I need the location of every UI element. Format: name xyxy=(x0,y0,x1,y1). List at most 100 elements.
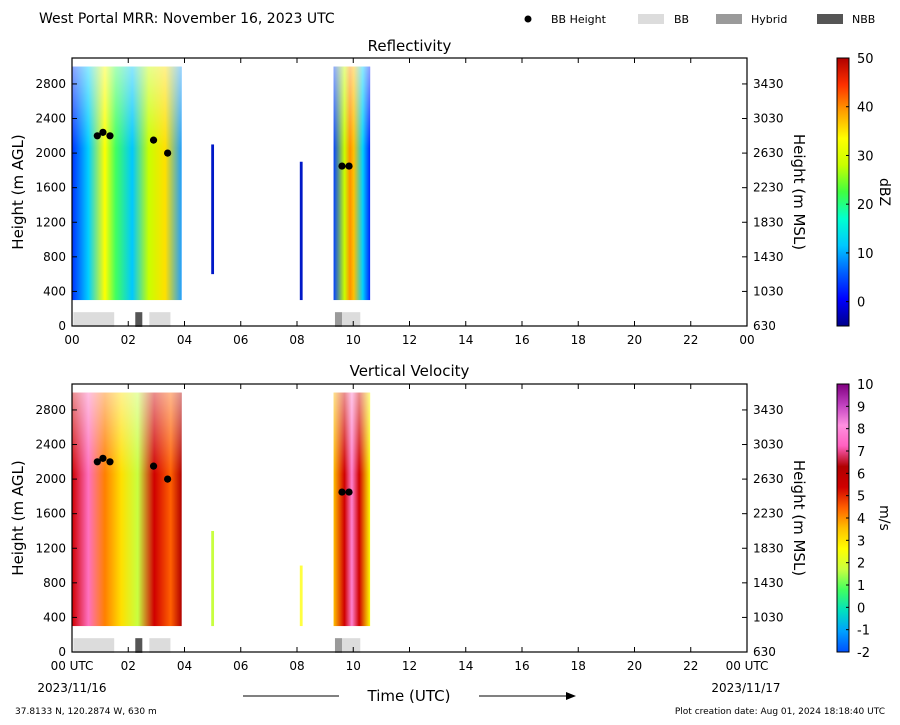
colorbar-tick-label: 30 xyxy=(857,149,874,164)
echo-segment xyxy=(299,161,303,301)
echo-segment-fade xyxy=(72,392,182,627)
legend-bb-swatch xyxy=(638,14,664,24)
bb-height-point xyxy=(99,128,107,136)
bb-type-bar xyxy=(73,638,115,653)
y-right-tick-label: 2630 xyxy=(753,146,784,160)
header-legend: BB Height BB Hybrid NBB xyxy=(524,13,875,26)
y-right-tick-label: 1830 xyxy=(753,541,784,555)
y-right-tick-label: 1030 xyxy=(753,284,784,298)
x-tick-label: 08 xyxy=(289,659,304,673)
bb-height-point xyxy=(106,458,114,466)
x-tick-label: 12 xyxy=(402,659,417,673)
x-tick-label: 18 xyxy=(571,659,586,673)
echo-segment xyxy=(299,565,303,627)
x-tick-label: 10 xyxy=(346,333,361,347)
y-tick-label: 800 xyxy=(43,576,66,590)
colorbar-tick-label: 0 xyxy=(857,296,865,311)
colorbar-tick-label: 5 xyxy=(857,490,865,505)
x-tick-label: 20 xyxy=(627,333,642,347)
y-right-tick-label: 2630 xyxy=(753,472,784,486)
y-right-tick-label: 2230 xyxy=(753,181,784,195)
echo-segment xyxy=(211,144,215,275)
y-tick-label: 1200 xyxy=(35,541,66,555)
x-tick-label: 00 UTC xyxy=(726,659,769,673)
colorbar-tick-label: 1 xyxy=(857,579,865,594)
y-axis-label: Height (m AGL) xyxy=(9,134,27,249)
x-tick-label: 06 xyxy=(233,333,248,347)
legend-label: NBB xyxy=(852,13,875,26)
colorbar-tick-label: -1 xyxy=(857,624,870,639)
y-tick-label: 0 xyxy=(58,319,66,333)
y-right-tick-label: 630 xyxy=(753,645,776,659)
x-tick-label: 00 xyxy=(64,333,79,347)
x-tick-label: 14 xyxy=(458,333,473,347)
legend-label: Hybrid xyxy=(751,13,787,26)
colorbar-tick-label: 3 xyxy=(857,534,865,549)
bb-height-point xyxy=(345,488,353,496)
y-tick-label: 800 xyxy=(43,250,66,264)
site-coordinates: 37.8133 N, 120.2874 W, 630 m xyxy=(15,707,157,717)
x-tick-label: 18 xyxy=(571,333,586,347)
colorbar-label: m/s xyxy=(876,505,892,531)
x-tick-label: 22 xyxy=(683,659,698,673)
echo-segment-fade xyxy=(72,66,182,301)
colorbar-tick-label: 6 xyxy=(857,467,865,482)
figure-title: West Portal MRR: November 16, 2023 UTC xyxy=(39,11,335,27)
x-tick-label: 04 xyxy=(177,333,192,347)
end-date-label: 2023/11/17 xyxy=(711,681,780,695)
bb-type-bar xyxy=(334,638,342,653)
legend-label: BB Height xyxy=(551,13,607,26)
y-tick-label: 2800 xyxy=(35,77,66,91)
x-tick-label: 16 xyxy=(514,659,529,673)
y-tick-label: 2800 xyxy=(35,403,66,417)
y-right-tick-label: 1430 xyxy=(753,576,784,590)
y-axis-label: Height (m AGL) xyxy=(9,460,27,575)
y-right-tick-label: 1030 xyxy=(753,610,784,624)
plot-creation-date: Plot creation date: Aug 01, 2024 18:18:4… xyxy=(675,707,885,717)
echo-segment xyxy=(211,530,215,627)
bb-height-point xyxy=(93,458,101,466)
x-tick-label: 06 xyxy=(233,659,248,673)
bb-height-point xyxy=(338,488,346,496)
y-tick-label: 2400 xyxy=(35,438,66,452)
panel-title: Vertical Velocity xyxy=(350,362,470,380)
start-date-label: 2023/11/16 xyxy=(37,681,106,695)
y-tick-label: 2400 xyxy=(35,112,66,126)
bb-height-point xyxy=(93,132,101,140)
colorbar-tick-label: 7 xyxy=(857,445,865,460)
colorbar-tick-label: 8 xyxy=(857,423,865,438)
colorbar-label: dBZ xyxy=(876,178,892,206)
colorbar-tick-label: 0 xyxy=(857,601,865,616)
y-right-tick-label: 1430 xyxy=(753,250,784,264)
x-tick-label: 02 xyxy=(121,659,136,673)
colorbar-tick-label: 9 xyxy=(857,400,865,415)
bb-type-bar xyxy=(135,638,143,653)
y-tick-label: 1200 xyxy=(35,215,66,229)
bb-type-bar xyxy=(342,312,361,327)
y-right-tick-label: 3430 xyxy=(753,403,784,417)
bb-height-point xyxy=(338,162,346,170)
y-tick-label: 0 xyxy=(58,645,66,659)
colorbar xyxy=(836,57,850,327)
bb-height-point xyxy=(149,136,158,144)
y-tick-label: 2000 xyxy=(35,472,66,486)
bb-height-point xyxy=(106,132,114,140)
bb-type-bar xyxy=(73,312,115,327)
panel-title: Reflectivity xyxy=(368,37,452,55)
bb-height-point xyxy=(345,162,353,170)
colorbar-tick-label: 4 xyxy=(857,512,865,527)
time-arrow-head xyxy=(566,692,576,700)
colorbar-tick-label: -2 xyxy=(857,646,870,661)
y-right-tick-label: 1830 xyxy=(753,215,784,229)
legend-hybrid-swatch xyxy=(716,14,742,24)
bb-type-bar xyxy=(342,638,361,653)
bb-type-bar xyxy=(334,312,342,327)
y-tick-label: 400 xyxy=(43,610,66,624)
y-right-tick-label: 2230 xyxy=(753,507,784,521)
bb-height-point xyxy=(99,454,107,462)
colorbar-tick-label: 10 xyxy=(857,378,874,393)
x-tick-label: 00 UTC xyxy=(51,659,94,673)
